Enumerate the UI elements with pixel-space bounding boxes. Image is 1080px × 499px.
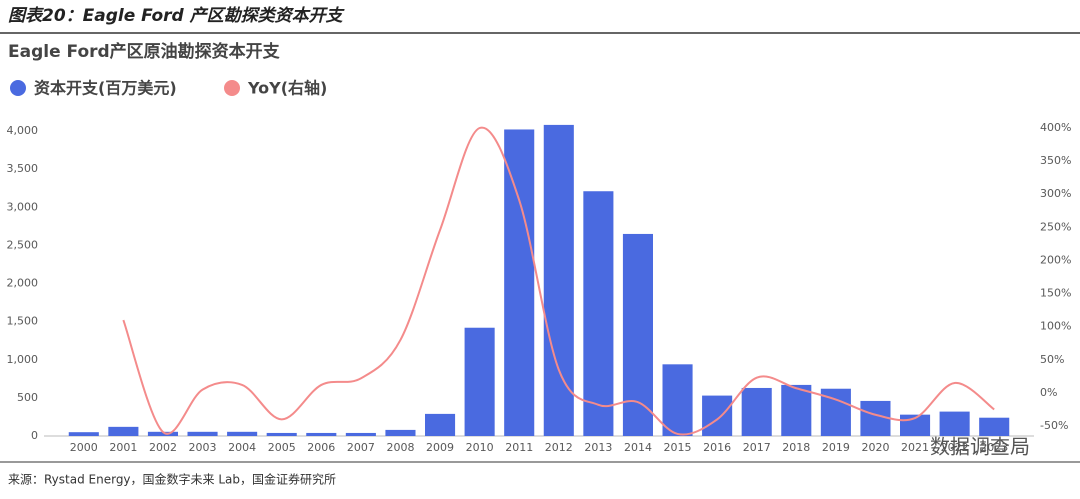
y-tick-label: 2,500 — [7, 238, 39, 251]
legend-swatch — [10, 80, 26, 96]
x-tick-label: 2006 — [307, 441, 335, 454]
bar — [425, 413, 456, 436]
bar — [68, 432, 99, 436]
bar — [622, 233, 653, 436]
bar — [939, 411, 970, 436]
bar — [860, 400, 891, 436]
legend-label: YoY(右轴) — [247, 79, 327, 98]
bar — [345, 432, 376, 436]
y2-tick-label: 100% — [1040, 320, 1071, 333]
x-tick-label: 2014 — [624, 441, 652, 454]
bar — [187, 431, 218, 436]
x-tick-label: 2001 — [109, 441, 137, 454]
bar — [543, 124, 574, 437]
x-tick-label: 2023 — [980, 441, 1008, 454]
header-title: 图表20：Eagle Ford 产区勘探类资本开支 — [8, 6, 345, 26]
watermark: 数据调查局 — [930, 435, 1030, 459]
legend-label: 资本开支(百万美元) — [34, 79, 177, 98]
legend-swatch — [224, 80, 240, 96]
x-tick-label: 2019 — [822, 441, 850, 454]
bar — [504, 129, 535, 436]
x-tick-label: 2005 — [268, 441, 296, 454]
x-tick-label: 2022 — [941, 441, 969, 454]
x-tick-label: 2000 — [70, 441, 98, 454]
x-tick-label: 2004 — [228, 441, 256, 454]
y-tick-label: 3,000 — [7, 200, 39, 213]
y2-tick-label: 300% — [1040, 187, 1071, 200]
y-tick-label: 2,000 — [7, 277, 39, 290]
x-tick-label: 2012 — [545, 441, 573, 454]
x-tick-label: 2021 — [901, 441, 929, 454]
x-tick-label: 2018 — [782, 441, 810, 454]
line — [122, 126, 995, 436]
bar — [979, 417, 1010, 436]
x-tick-label: 2013 — [584, 441, 612, 454]
y-tick-label: 0 — [31, 429, 38, 442]
x-tick-label: 2017 — [743, 441, 771, 454]
bar — [266, 432, 297, 436]
y2-tick-label: 250% — [1040, 220, 1071, 233]
source: 来源：Rystad Energy，国金数字未来 Lab，国金证券研究所 — [8, 472, 336, 487]
x-tick-label: 2002 — [149, 441, 177, 454]
bar — [108, 426, 139, 436]
bar — [741, 387, 772, 436]
bar — [583, 191, 614, 436]
y2-tick-label: 350% — [1040, 154, 1071, 167]
y-tick-label: 1,000 — [7, 353, 39, 366]
x-tick-label: 2016 — [703, 441, 731, 454]
y2-tick-label: 50% — [1040, 353, 1064, 366]
x-tick-label: 2010 — [466, 441, 494, 454]
y-tick-label: 500 — [17, 391, 38, 404]
y-tick-label: 1,500 — [7, 315, 39, 328]
x-tick-label: 2003 — [189, 441, 217, 454]
chart-title: Eagle Ford产区原油勘探资本开支 — [8, 41, 281, 62]
bar — [385, 429, 416, 436]
y2-tick-label: 200% — [1040, 253, 1071, 266]
x-tick-label: 2015 — [664, 441, 692, 454]
x-tick-label: 2008 — [386, 441, 414, 454]
y2-tick-label: 0% — [1040, 386, 1057, 399]
y-tick-label: 3,500 — [7, 162, 39, 175]
x-tick-label: 2020 — [861, 441, 889, 454]
x-tick-label: 2009 — [426, 441, 454, 454]
bar — [662, 364, 693, 436]
bar — [227, 431, 258, 436]
y2-tick-label: 400% — [1040, 121, 1071, 134]
x-tick-label: 2007 — [347, 441, 375, 454]
bar — [147, 431, 178, 436]
x-tick-label: 2011 — [505, 441, 533, 454]
bar — [702, 395, 733, 436]
bar — [781, 384, 812, 436]
bar — [306, 432, 337, 436]
y-tick-label: 4,000 — [7, 124, 39, 137]
y2-tick-label: 150% — [1040, 287, 1071, 300]
bar — [464, 327, 495, 436]
y2-tick-label: -50% — [1040, 419, 1068, 432]
